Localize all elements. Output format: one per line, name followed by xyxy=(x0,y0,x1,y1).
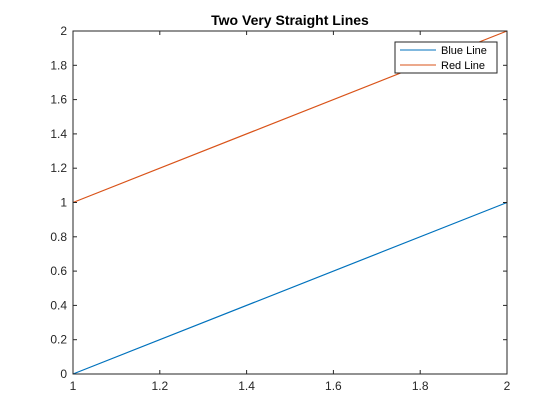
x-tick-label: 1.2 xyxy=(151,379,168,393)
legend: Blue Line Red Line xyxy=(394,41,498,74)
y-tick-label: 0.6 xyxy=(50,264,67,278)
y-tick-label: 0.4 xyxy=(50,298,67,312)
series-line-blue-line xyxy=(72,201,508,375)
legend-box xyxy=(394,41,498,74)
y-tick-label: 0.2 xyxy=(50,333,67,347)
x-tick-label: 1 xyxy=(70,379,77,393)
y-tick-label: 1.2 xyxy=(50,161,67,175)
y-tick-label: 1.4 xyxy=(50,127,67,141)
plot-area xyxy=(73,31,507,374)
chart-title: Two Very Straight Lines xyxy=(211,12,369,28)
axes-box xyxy=(72,30,508,375)
x-tick-label: 1.8 xyxy=(412,379,429,393)
legend-label-blue-line: Blue Line xyxy=(441,45,487,57)
y-tick-label: 0 xyxy=(60,367,67,381)
x-tick-label: 1.4 xyxy=(238,379,255,393)
y-tick-label: 2 xyxy=(60,24,67,38)
y-tick-label: 0.8 xyxy=(50,230,67,244)
y-tick-label: 1 xyxy=(60,196,67,210)
legend-label-red-line: Red Line xyxy=(441,60,485,72)
y-tick-label: 1.6 xyxy=(50,93,67,107)
y-tick-label: 1.8 xyxy=(50,58,67,72)
x-tick-label: 1.6 xyxy=(325,379,342,393)
x-tick-label: 2 xyxy=(504,379,511,393)
